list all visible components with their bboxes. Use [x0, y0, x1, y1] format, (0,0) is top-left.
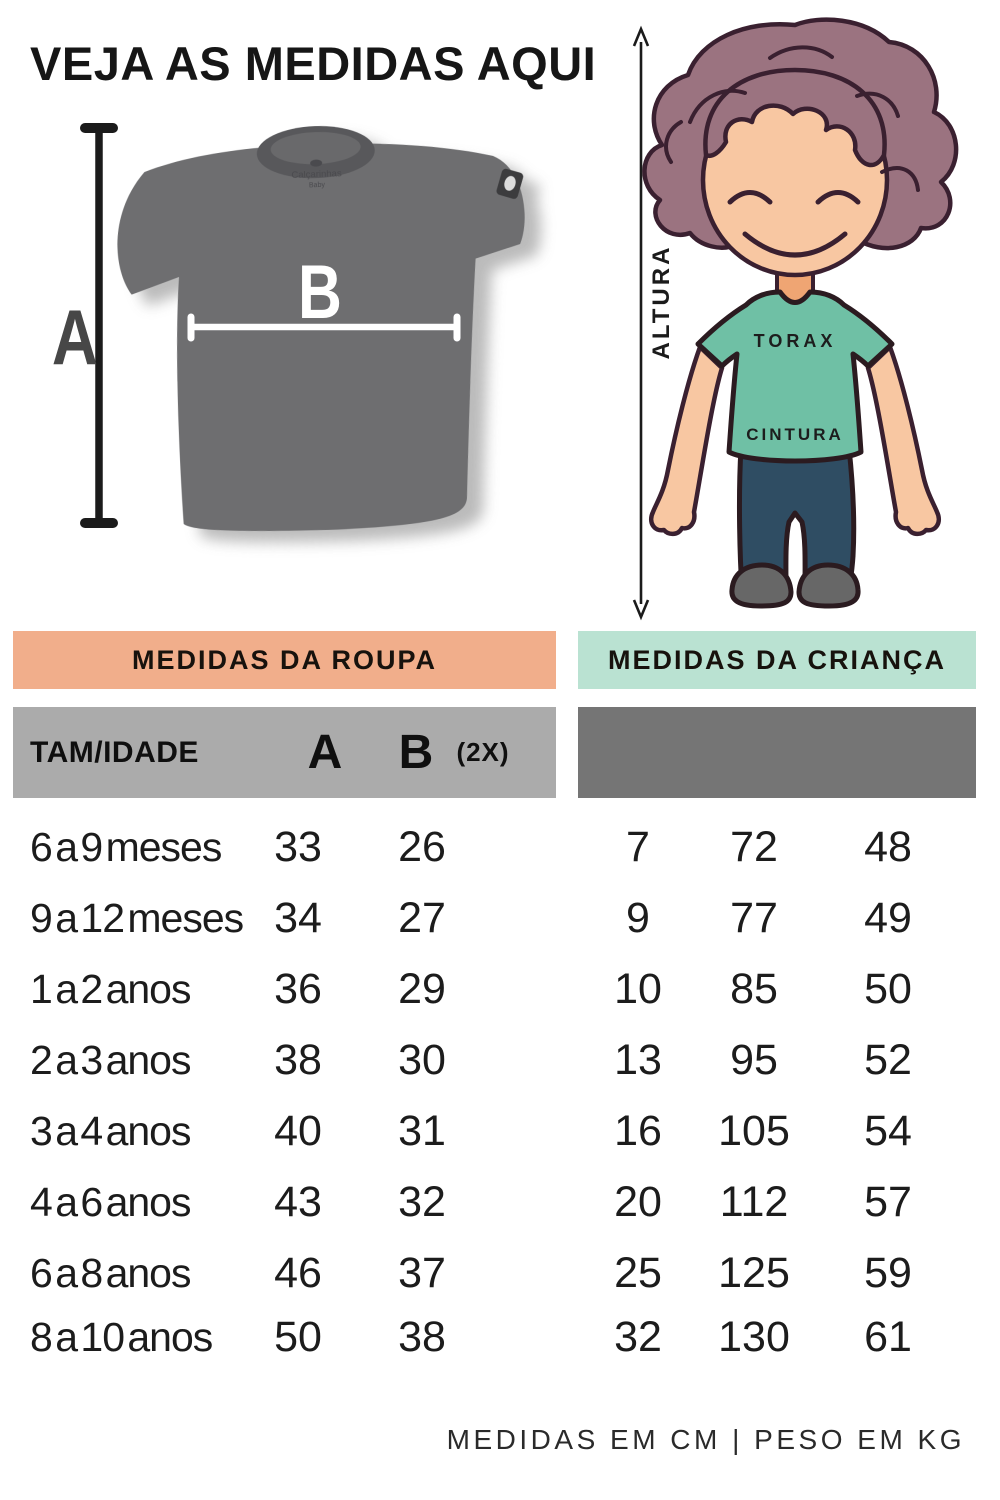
garment-height-label: A	[52, 294, 98, 381]
cell-weight: 25	[614, 1249, 662, 1297]
brand-cloud-icon	[310, 159, 323, 167]
child-measure-diagram: ALTURA TORAX CINTURA	[632, 17, 959, 621]
hair-curl-details	[664, 45, 920, 192]
cell-chest: 50	[864, 965, 912, 1013]
garment-width-label: B	[298, 250, 342, 335]
cell-b: 30	[398, 1036, 446, 1084]
cell-age: 3 a 4 anos	[30, 1108, 191, 1154]
column-a: A	[307, 726, 343, 779]
cell-chest: 49	[864, 894, 912, 942]
cell-age: 9 a 12 meses	[30, 895, 244, 941]
child-waist-label: CINTURA	[746, 425, 844, 444]
cell-b: 32	[398, 1178, 446, 1226]
cell-a: 50	[274, 1313, 322, 1361]
cell-height: 105	[718, 1107, 790, 1155]
table-row: 8 a 10 anos 50 38 32 130 61	[0, 1302, 1000, 1372]
garment-section-header: MEDIDAS DA ROUPA	[13, 631, 556, 689]
table-row: 6 a 9 meses 33 26 7 72 48	[0, 812, 1000, 882]
child-arms	[648, 344, 942, 537]
svg-text:Calçarinhas: Calçarinhas	[291, 168, 342, 181]
cell-age: 6 a 9 meses	[30, 824, 222, 870]
cell-chest: 57	[864, 1178, 912, 1226]
table-row: 6 a 8 anos 46 37 25 125 59	[0, 1238, 1000, 1308]
cell-age: 2 a 3 anos	[30, 1037, 191, 1083]
cell-weight: 7	[626, 823, 650, 871]
cell-a: 46	[274, 1249, 322, 1297]
width-measure-line	[187, 313, 461, 342]
cell-age: 8 a 10 anos	[30, 1314, 213, 1360]
cell-weight: 20	[614, 1178, 662, 1226]
tshirt-silhouette: Calçarinhas Baby	[117, 126, 525, 531]
cell-b: 37	[398, 1249, 446, 1297]
smile	[742, 231, 848, 258]
child-section-title: MEDIDAS DA CRIANÇA	[608, 644, 946, 675]
child-chest-label: TORAX	[754, 331, 837, 351]
cell-weight: 32	[614, 1313, 662, 1361]
cell-weight: 10	[614, 965, 662, 1013]
child-columns-header: PESO ALTURA TORAX	[578, 707, 976, 798]
cell-weight: 9	[626, 894, 650, 942]
left-eye	[727, 190, 773, 205]
cell-age: 6 a 8 anos	[30, 1250, 191, 1296]
cell-height: 77	[730, 894, 778, 942]
table-row: 9 a 12 meses 34 27 9 77 49	[0, 883, 1000, 953]
table-row: 4 a 6 anos 43 32 20 112 57	[0, 1167, 1000, 1237]
page-title: VEJA AS MEDIDAS AQUI	[30, 37, 597, 90]
table-row: 2 a 3 anos 38 30 13 95 52	[0, 1025, 1000, 1095]
column-size-age: TAM/IDADE	[30, 736, 199, 769]
garment-columns-header: TAM/IDADE A B (2X)	[13, 707, 556, 798]
altura-arrow	[632, 25, 650, 621]
cell-height: 130	[718, 1313, 790, 1361]
child-height-label: ALTURA	[648, 245, 675, 360]
cell-b: 27	[398, 894, 446, 942]
garment-measure-diagram: A Calçarinhas Baby B	[52, 123, 525, 531]
cell-a: 36	[274, 965, 322, 1013]
cell-b: 31	[398, 1107, 446, 1155]
cell-b: 29	[398, 965, 446, 1013]
cell-chest: 54	[864, 1107, 912, 1155]
cell-height: 112	[719, 1178, 789, 1226]
cell-height: 85	[730, 965, 778, 1013]
cell-a: 40	[274, 1107, 322, 1155]
cell-a: 34	[274, 894, 322, 942]
cell-chest: 52	[864, 1036, 912, 1084]
cell-chest: 48	[864, 823, 912, 871]
cell-height: 72	[730, 823, 778, 871]
cell-a: 43	[274, 1178, 322, 1226]
child-shoes	[729, 562, 861, 609]
right-eye	[815, 190, 861, 205]
cell-chest: 61	[864, 1313, 912, 1361]
collar-brand-label: Calçarinhas Baby	[291, 159, 342, 190]
shoulder-tag	[496, 168, 524, 199]
height-measure-line	[80, 123, 118, 528]
cell-a: 38	[274, 1036, 322, 1084]
garment-section-title: MEDIDAS DA ROUPA	[131, 644, 437, 675]
cell-weight: 13	[614, 1036, 662, 1084]
cell-b: 26	[398, 823, 446, 871]
column-b-note: (2X)	[456, 737, 510, 767]
cell-height: 95	[730, 1036, 778, 1084]
table-row: 1 a 2 anos 36 29 10 85 50	[0, 954, 1000, 1024]
cell-a: 33	[274, 823, 322, 871]
child-shirt	[695, 289, 895, 464]
column-b: B	[398, 726, 434, 779]
units-note: MEDIDAS EM CM | PESO EM KG	[446, 1424, 965, 1455]
svg-text:Baby: Baby	[309, 182, 326, 190]
child-hair-fringe	[703, 67, 887, 168]
cell-age: 1 a 2 anos	[30, 966, 191, 1012]
table-row: 3 a 4 anos 40 31 16 105 54	[0, 1096, 1000, 1166]
cell-b: 38	[398, 1313, 446, 1361]
cell-weight: 16	[614, 1107, 662, 1155]
cell-age: 4 a 6 anos	[30, 1179, 191, 1225]
child-section-header: MEDIDAS DA CRIANÇA	[578, 631, 976, 689]
cell-chest: 59	[864, 1249, 912, 1297]
child-face-features	[727, 190, 861, 258]
cell-height: 125	[718, 1249, 790, 1297]
